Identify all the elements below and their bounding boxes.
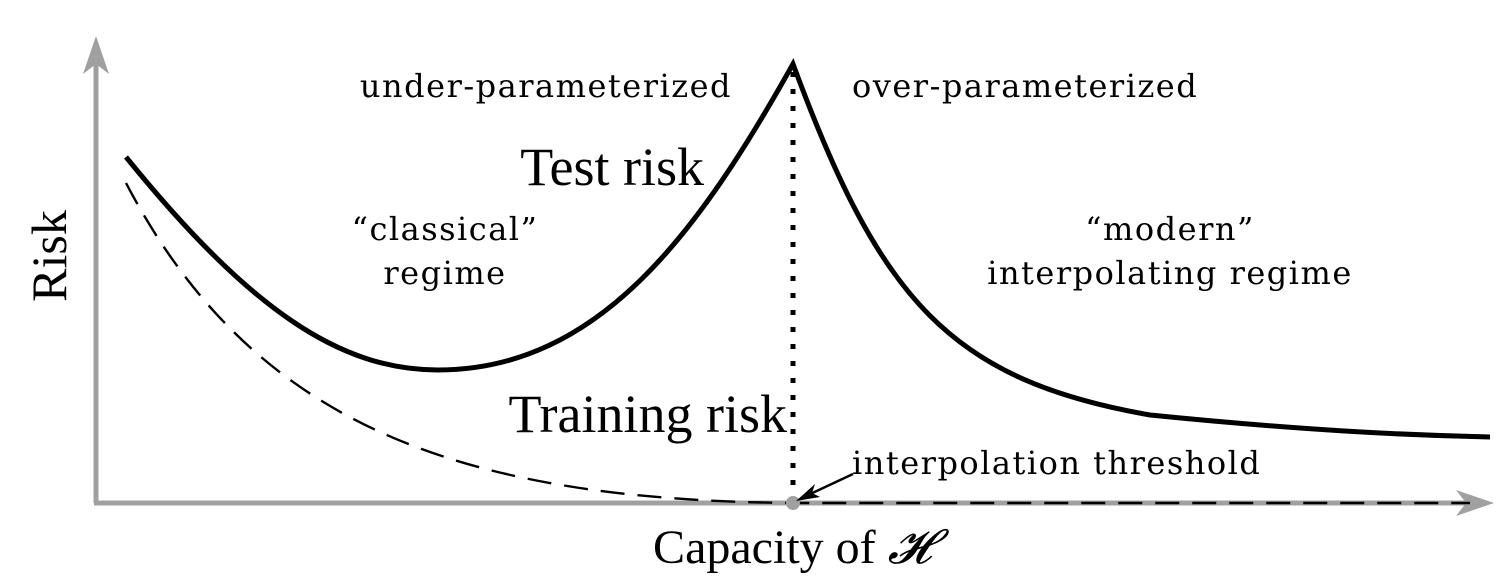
threshold-annotation-arrowhead xyxy=(796,484,820,501)
x-axis-label-symbol: 𝓗 xyxy=(888,521,950,574)
over-parameterized-label: over-parameterized xyxy=(852,67,1198,105)
x-axis-arrowhead xyxy=(1456,490,1494,516)
training-risk-curve xyxy=(124,182,1470,505)
x-axis-label: Capacity of 𝓗 xyxy=(653,521,950,574)
classical-regime-label-line1: “classical” xyxy=(352,210,539,248)
modern-regime-label-line2: interpolating regime xyxy=(987,254,1353,292)
interpolation-threshold-label: interpolation threshold xyxy=(852,444,1261,482)
x-axis-label-prefix: Capacity of xyxy=(653,521,888,574)
interpolation-threshold-marker xyxy=(786,496,800,510)
under-parameterized-label: under-parameterized xyxy=(360,67,732,105)
test-risk-label: Test risk xyxy=(520,137,704,197)
test-risk-curve xyxy=(124,58,1491,440)
y-axis-label: Risk xyxy=(21,210,77,302)
modern-regime-label-line1: “modern” xyxy=(1085,210,1255,248)
training-risk-label: Training risk xyxy=(508,384,787,444)
y-axis-arrowhead xyxy=(83,36,109,74)
classical-regime-label-line2: regime xyxy=(383,254,506,292)
threshold-annotation-arrow-shaft xyxy=(805,472,854,498)
